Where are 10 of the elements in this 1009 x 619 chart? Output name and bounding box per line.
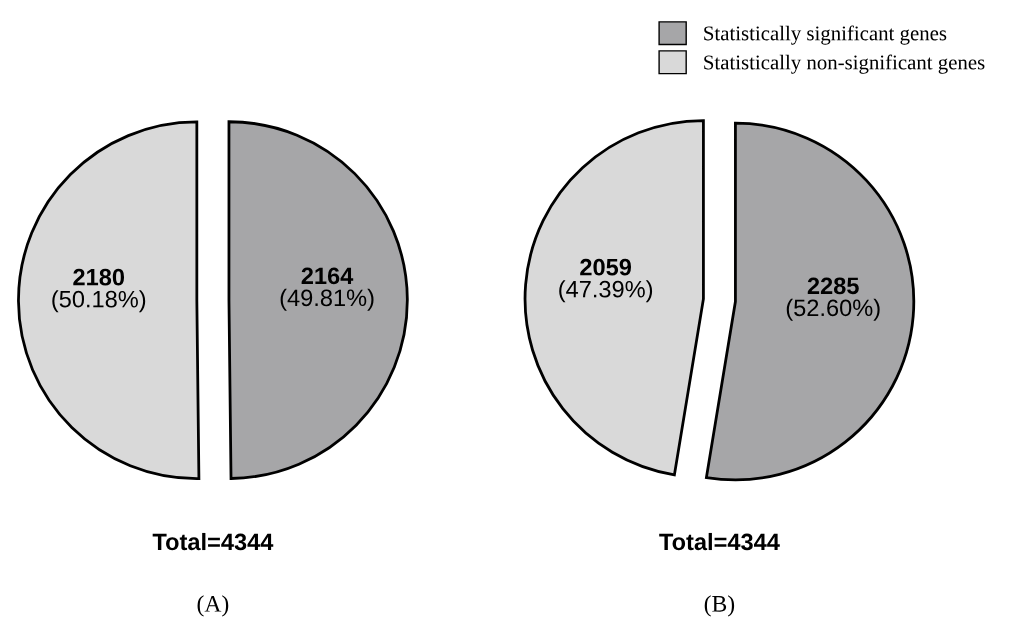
text: (B) xyxy=(704,595,735,617)
data-label: 2180 (50.18%) xyxy=(52,268,146,313)
text: Total=4344 xyxy=(659,532,780,551)
text: Total=4344 xyxy=(152,532,274,551)
data-label: 2164 (49.81%) xyxy=(280,267,374,311)
data-label: 2059 (47.39%) xyxy=(559,258,653,303)
text: (A) xyxy=(197,595,229,617)
legend-label: Statistically non-significant genes xyxy=(704,54,985,74)
data-label: 2285 (52.60%) xyxy=(786,277,880,321)
legend-label: Statistically significant genes xyxy=(704,25,947,45)
